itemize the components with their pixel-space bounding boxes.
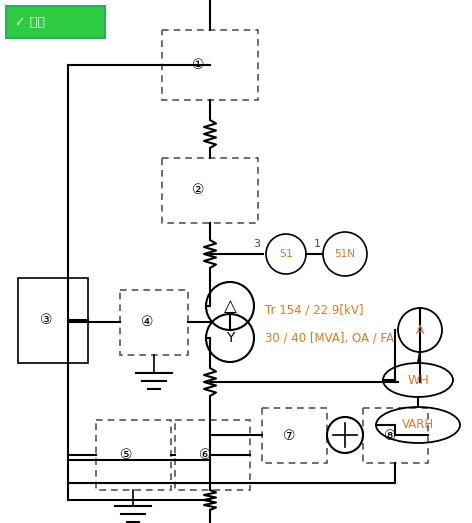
Text: 51: 51 [279,249,293,259]
Text: 30 / 40 [MVA], OA / FA: 30 / 40 [MVA], OA / FA [265,332,394,345]
Text: Y: Y [226,331,234,345]
Text: WH: WH [407,373,429,386]
Bar [96,420,171,490]
Text: ②: ② [192,184,205,198]
Bar [162,158,258,223]
Text: 1: 1 [313,239,320,249]
Text: A: A [416,324,424,336]
Text: ④: ④ [141,315,153,329]
Bar [363,408,428,463]
Text: ①: ① [192,58,205,72]
Bar [162,30,258,100]
Text: Tr 154 / 22.9[kV]: Tr 154 / 22.9[kV] [265,303,363,316]
Text: ⑥: ⑥ [199,448,211,462]
Text: ③: ③ [40,313,52,327]
Text: VARH: VARH [402,418,434,431]
Text: ⑤: ⑤ [120,448,132,462]
Text: △: △ [224,297,236,315]
Bar [120,290,188,355]
Bar [18,278,88,363]
Text: ⑧: ⑧ [384,428,396,442]
Bar [175,420,250,490]
Text: 3: 3 [253,239,261,249]
Text: 51N: 51N [335,249,355,259]
Bar [262,408,327,463]
Text: ⑦: ⑦ [283,428,295,442]
FancyBboxPatch shape [6,6,105,38]
Text: ✓ 대표: ✓ 대표 [15,16,45,28]
